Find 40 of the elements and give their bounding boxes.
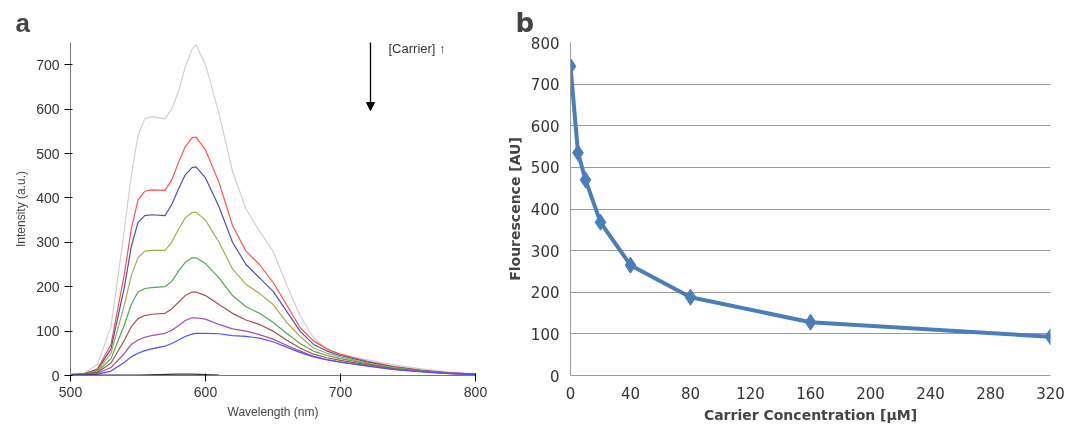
x-tick-label: 80: [680, 384, 701, 403]
y-tick-label: 200: [36, 278, 60, 295]
y-tick-label: 300: [36, 234, 60, 251]
point: [684, 288, 697, 306]
x-axis-title: Wavelength (nm): [227, 404, 319, 419]
chart-title: a: [15, 7, 31, 38]
y-tick-label: 500: [530, 159, 560, 178]
y-tick-label: 0: [51, 367, 60, 384]
x-tick-label: 240: [916, 384, 945, 403]
y-tick-label: 100: [36, 323, 60, 340]
annotation: [Carrier] ↑: [388, 40, 446, 56]
point: [579, 171, 592, 189]
point: [624, 256, 637, 274]
y-tick-label: 200: [530, 284, 560, 303]
y-tick-label: 100: [530, 325, 560, 344]
y-tick-label: 400: [530, 201, 560, 219]
x-tick-label: 280: [976, 384, 1005, 403]
y-tick-label: 600: [530, 117, 560, 136]
point: [804, 313, 817, 331]
y-tick-label: 700: [530, 76, 560, 95]
x-tick-label: 700: [328, 383, 353, 400]
x-tick-label: 200: [856, 384, 885, 403]
x-tick-label: 160: [796, 384, 825, 403]
x-tick-label: 120: [736, 384, 765, 403]
x-axis-title: Carrier Concentration [μM]: [703, 406, 918, 423]
y-axis-title: Intensity (a.u.): [14, 170, 29, 248]
y-tick-label: 300: [530, 242, 560, 261]
point: [594, 213, 607, 231]
y-tick-label: 500: [36, 145, 60, 162]
y-axis-title: Flourescence [AU]: [506, 137, 523, 281]
y-tick-label: 700: [36, 56, 60, 73]
x-tick-label: 320: [1036, 384, 1065, 403]
x-tick-label: 0: [565, 384, 576, 403]
y-tick-label: 400: [36, 189, 60, 206]
x-tick-label: 600: [193, 383, 218, 400]
x-tick-label: 500: [58, 383, 83, 400]
x-tick-label: 40: [620, 384, 641, 403]
x-tick-label: 800: [463, 383, 488, 400]
y-tick-label: 0: [549, 367, 560, 386]
y-tick-label: 600: [36, 101, 60, 118]
